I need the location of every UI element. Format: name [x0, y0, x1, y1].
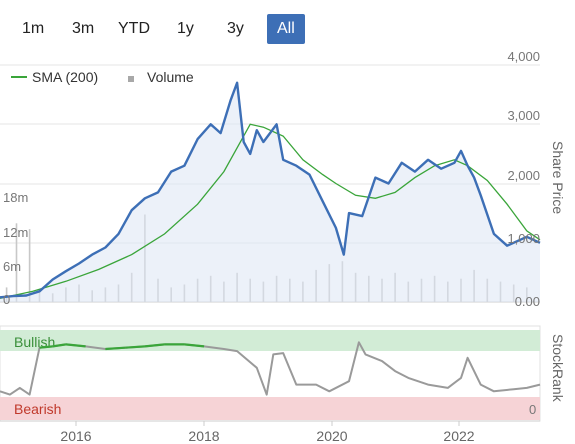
stockrank-bullish-segment: [39, 345, 53, 349]
price-tick-0: 0.00: [515, 294, 540, 309]
stockrank-bullish-segment: [52, 343, 67, 348]
x-tick-2018: 2018: [188, 428, 219, 444]
range-ytd-button[interactable]: YTD: [118, 20, 150, 37]
volume-tick-6m: 6m: [3, 259, 21, 274]
range-toolbar: 1m 3m YTD 1y 3y All: [0, 0, 575, 50]
range-3m-button[interactable]: 3m: [72, 20, 95, 37]
sma-legend-label: SMA (200): [32, 69, 98, 85]
bearish-band: [0, 397, 540, 420]
range-1y-button[interactable]: 1y: [177, 20, 194, 37]
bullish-band: [0, 330, 540, 351]
stockrank-bullish-segment: [144, 343, 165, 348]
stockrank-bullish-highlights: [39, 343, 205, 351]
volume-tick-0: 0: [3, 292, 10, 307]
stockrank-bullish-segment: [105, 346, 126, 351]
stockrank-bullish-segment: [125, 345, 145, 349]
price-area: [0, 82, 540, 302]
x-tick-2022: 2022: [443, 428, 474, 444]
range-all-button[interactable]: All: [267, 14, 305, 44]
bearish-label: Bearish: [14, 401, 61, 417]
price-axis-label: Share Price: [550, 141, 566, 214]
price-tick-4000: 4,000: [507, 49, 540, 64]
volume-legend-label: Volume: [147, 69, 194, 85]
square-icon: [128, 76, 134, 82]
bullish-label: Bullish: [14, 334, 55, 350]
price-tick-3000: 3,000: [507, 108, 540, 123]
volume-bar: [5, 287, 8, 302]
x-tick-2016: 2016: [60, 428, 91, 444]
range-1m-button[interactable]: 1m: [22, 20, 45, 37]
price-tick-1000: 1,000: [507, 231, 540, 246]
volume-tick-18m: 18m: [3, 190, 28, 205]
price-tick-2000: 2,000: [507, 168, 540, 183]
volume-bar: [28, 229, 31, 302]
volume-tick-12m: 12m: [3, 225, 28, 240]
range-3y-button[interactable]: 3y: [227, 20, 244, 37]
price-line: [0, 81, 541, 299]
stockrank-bullish-segment: [184, 343, 205, 348]
stockrank-axis-label: StockRank: [550, 334, 566, 403]
volume-bar: [15, 223, 18, 303]
x-axis-ticks: [75, 421, 460, 426]
stockrank-tick-0: 0: [529, 402, 536, 417]
stockrank-bullish-segment: [65, 343, 86, 348]
x-tick-2020: 2020: [316, 428, 347, 444]
